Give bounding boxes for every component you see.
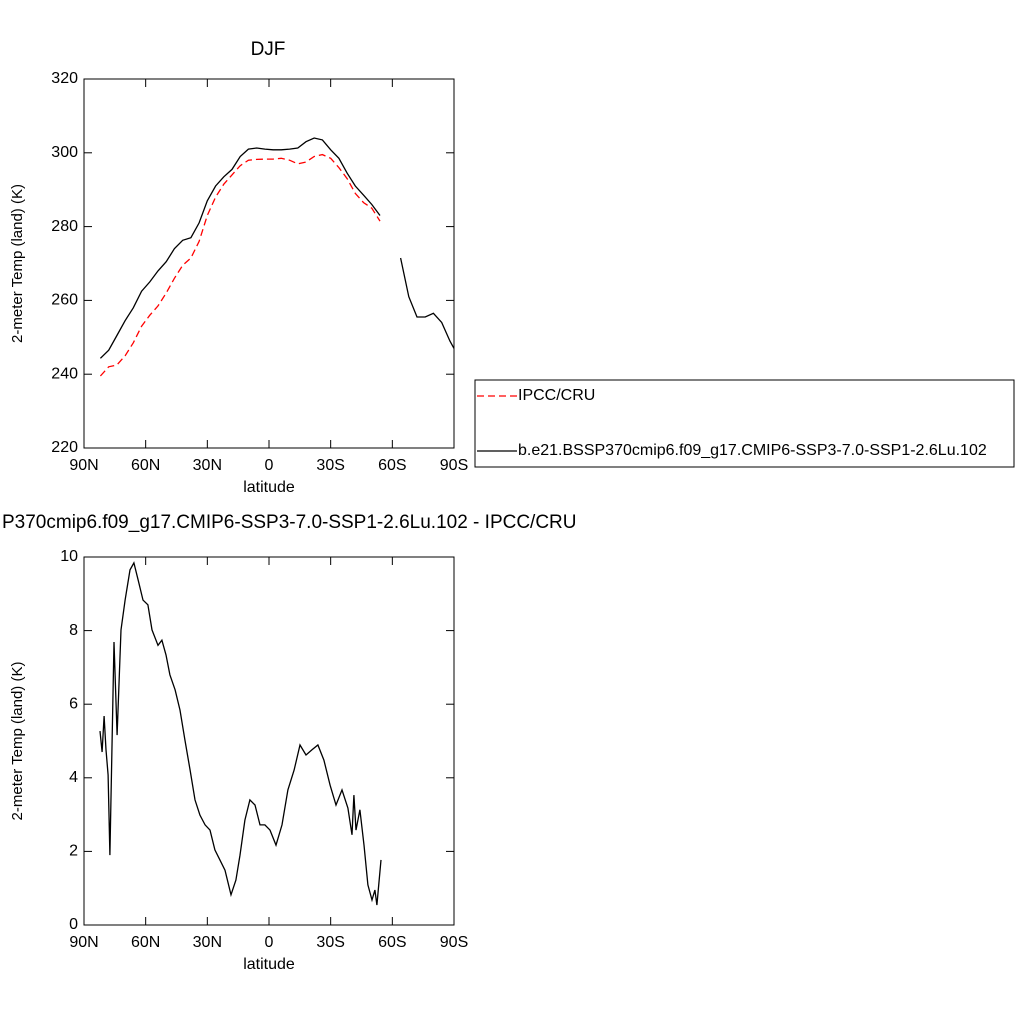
plot-frame	[83, 556, 455, 926]
y-tick-label: 300	[51, 144, 78, 161]
data-line	[99, 137, 455, 359]
x-tick-label: 0	[265, 934, 274, 951]
x-tick-label: 90S	[440, 934, 468, 951]
y-axis-label: 2-meter Temp (land) (K)	[9, 184, 26, 343]
x-tick-label: 30S	[316, 457, 344, 474]
x-axis-label: latitude	[243, 956, 295, 973]
y-tick-label: 2	[69, 843, 78, 860]
y-tick-label: 260	[51, 292, 78, 309]
x-tick-label: 60N	[131, 457, 160, 474]
x-tick-label: 60S	[378, 934, 406, 951]
legend-label: IPCC/CRU	[518, 387, 595, 404]
plot-frame	[83, 78, 455, 449]
x-tick-label: 90N	[69, 934, 98, 951]
x-tick-label: 60S	[378, 457, 406, 474]
y-tick-label: 280	[51, 218, 78, 235]
y-tick-label: 240	[51, 365, 78, 382]
legend-label: b.e21.BSSP370cmip6.f09_g17.CMIP6-SSP3-7.…	[518, 442, 987, 459]
y-tick-label: 0	[69, 916, 78, 933]
x-axis-label: latitude	[243, 479, 295, 496]
x-tick-label: 90S	[440, 457, 468, 474]
y-tick-label: 4	[69, 769, 78, 786]
legend-box	[474, 379, 1015, 468]
y-tick-label: 6	[69, 695, 78, 712]
chart-title: DJF	[251, 39, 286, 60]
data-line	[99, 153, 381, 377]
x-tick-label: 30N	[193, 934, 222, 951]
y-tick-label: 10	[60, 548, 78, 565]
y-tick-label: 220	[51, 439, 78, 456]
x-tick-label: 0	[265, 457, 274, 474]
y-tick-label: 320	[51, 70, 78, 87]
y-axis-label: 2-meter Temp (land) (K)	[9, 662, 26, 821]
chart-title: P370cmip6.f09_g17.CMIP6-SSP3-7.0-SSP1-2.…	[2, 512, 577, 533]
x-tick-label: 60N	[131, 934, 160, 951]
x-tick-label: 30S	[316, 934, 344, 951]
y-tick-label: 8	[69, 622, 78, 639]
x-tick-label: 30N	[193, 457, 222, 474]
x-tick-label: 90N	[69, 457, 98, 474]
data-line	[99, 561, 382, 906]
